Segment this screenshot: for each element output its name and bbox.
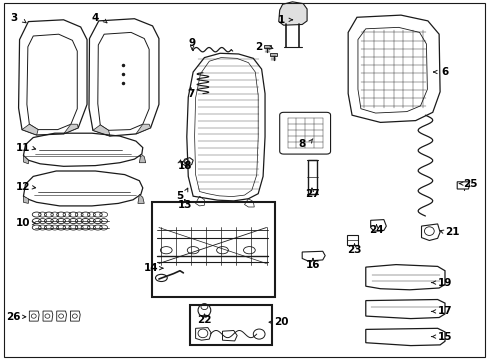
Polygon shape (278, 2, 306, 25)
Text: 27: 27 (304, 189, 319, 199)
Text: 22: 22 (197, 315, 211, 325)
Text: 2: 2 (255, 42, 262, 52)
Text: 7: 7 (186, 89, 194, 99)
Text: 25: 25 (462, 179, 477, 189)
Polygon shape (136, 124, 150, 134)
Bar (307, 160, 316, 194)
Text: 12: 12 (16, 182, 31, 192)
Text: 13: 13 (177, 200, 192, 210)
Text: 5: 5 (176, 191, 183, 201)
Text: 1: 1 (277, 15, 284, 25)
Text: 23: 23 (346, 245, 361, 255)
Text: 15: 15 (437, 332, 451, 342)
Text: 26: 26 (6, 312, 21, 322)
Text: 10: 10 (16, 218, 31, 228)
Text: 21: 21 (444, 227, 459, 237)
Text: 19: 19 (437, 278, 451, 288)
Polygon shape (264, 45, 270, 48)
Text: 4: 4 (91, 13, 99, 23)
Text: 24: 24 (368, 225, 383, 235)
Bar (346, 235, 357, 245)
Text: 16: 16 (305, 260, 320, 270)
Text: 8: 8 (298, 139, 305, 149)
Polygon shape (23, 196, 28, 203)
Text: 3: 3 (10, 13, 17, 23)
Polygon shape (63, 124, 78, 134)
Text: 20: 20 (273, 317, 288, 327)
Text: 6: 6 (441, 67, 447, 77)
Polygon shape (23, 156, 28, 164)
Polygon shape (138, 194, 144, 203)
Bar (189, 305, 271, 345)
Polygon shape (270, 53, 277, 56)
Text: 9: 9 (188, 38, 195, 48)
Text: 18: 18 (177, 161, 192, 171)
Text: 17: 17 (437, 306, 451, 316)
Polygon shape (93, 125, 110, 136)
Text: 14: 14 (144, 263, 159, 273)
Text: 11: 11 (16, 143, 31, 153)
Polygon shape (22, 124, 38, 135)
Bar (151, 202, 274, 297)
Polygon shape (139, 154, 145, 163)
